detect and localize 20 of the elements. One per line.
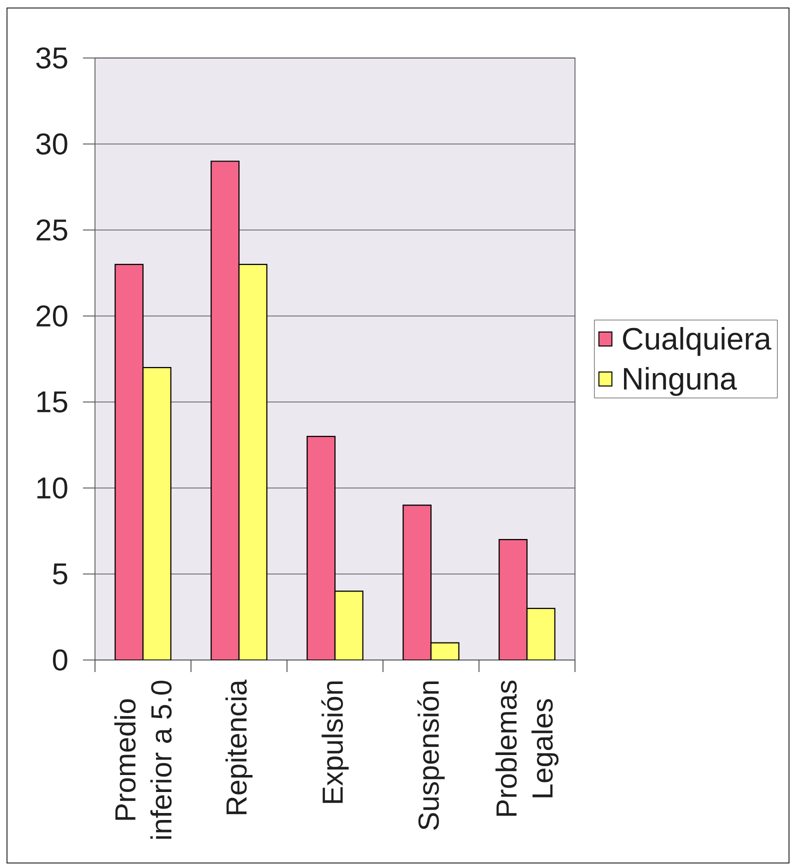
y-tick-label: 30 — [36, 133, 68, 155]
x-tick-label: Repitencia — [225, 680, 253, 814]
x-tick-label: Suspensión — [417, 681, 445, 830]
bar — [334, 590, 364, 660]
x-tick-label: Problemas Legales — [495, 680, 559, 816]
y-tick-label: 35 — [36, 47, 68, 69]
bar — [430, 642, 460, 660]
y-tick-label: 20 — [36, 305, 68, 327]
y-tick-label: 15 — [37, 392, 68, 412]
legend-label: Cualquiera — [623, 327, 772, 356]
bar — [526, 608, 556, 660]
y-tick-label: 5 — [52, 564, 68, 584]
y-tick-label: 25 — [36, 219, 68, 241]
y-tick-label: 0 — [52, 649, 68, 671]
bar — [238, 264, 268, 660]
legend-label: Ninguna — [624, 366, 737, 396]
x-tick-label: Promedio inferior a 5.0 — [114, 680, 172, 839]
bar — [142, 367, 172, 660]
x-tick-label: Expulsión — [321, 681, 349, 803]
y-tick-label: 10 — [37, 477, 68, 499]
